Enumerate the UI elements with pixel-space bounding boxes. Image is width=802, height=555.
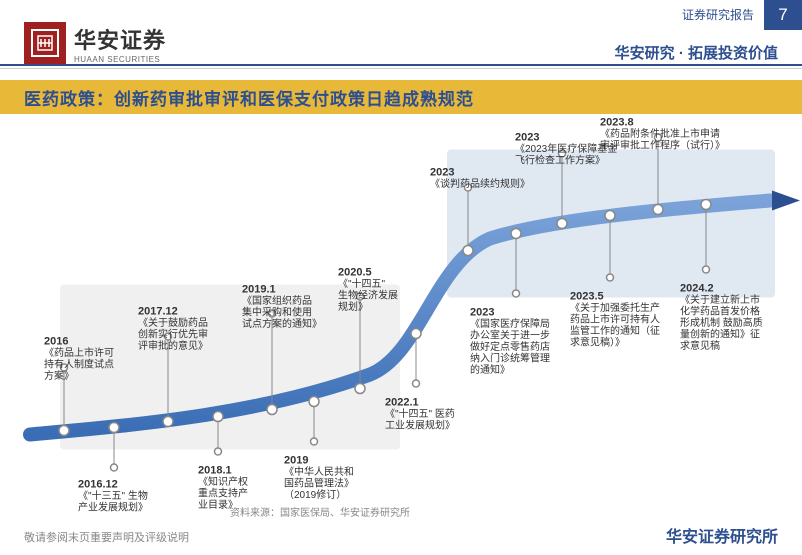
footer-disclaimer: 敬请参阅末页重要声明及评级说明	[24, 529, 189, 545]
brand-logo: 华安证券 HUAAN SECURITIES	[24, 22, 166, 64]
tagline: 华安研究 · 拓展投资价值	[615, 42, 778, 63]
report-type: 证券研究报告	[682, 6, 754, 23]
source-note: 资料来源：国家医保局、华安证券研究所	[230, 504, 410, 519]
svg-text:2023.5《关于加强委托生产药品上市许可持有人监管工作的通: 2023.5《关于加强委托生产药品上市许可持有人监管工作的通知（征求意见稿）》	[570, 291, 660, 349]
brand-name-zh: 华安证券	[74, 23, 166, 55]
rule-thick	[0, 64, 802, 66]
timeline-chart: 2016《药品上市许可持有人制度试点方案》2016.12《"十三五" 生物产业发…	[0, 114, 802, 515]
page-number: 7	[764, 0, 802, 30]
svg-text:2019《中华人民共和国药品管理法》（2019修订）: 2019《中华人民共和国药品管理法》（2019修订）	[284, 455, 354, 502]
svg-text:2022.1《"十四五" 医药工业发展规划》: 2022.1《"十四五" 医药工业发展规划》	[385, 397, 455, 432]
svg-text:2016.12《"十三五" 生物产业发展规划》: 2016.12《"十三五" 生物产业发展规划》	[78, 479, 148, 514]
rule-thin	[0, 68, 802, 69]
footer-institute: 华安证券研究所	[666, 523, 778, 547]
logo-icon	[24, 22, 66, 64]
brand-name-en: HUAAN SECURITIES	[74, 55, 166, 64]
svg-text:2023.8《药品附条件批准上市申请审评审批工作程序（试行）: 2023.8《药品附条件批准上市申请审评审批工作程序（试行）》	[600, 117, 725, 152]
slide-title: 医药政策：创新药审批审评和医保支付政策日趋成熟规范	[0, 80, 802, 114]
svg-text:2023《国家医疗保障局办公室关于进一步做好定点零售药店纳入: 2023《国家医疗保障局办公室关于进一步做好定点零售药店纳入门诊统筹管理的通知》	[470, 307, 550, 377]
